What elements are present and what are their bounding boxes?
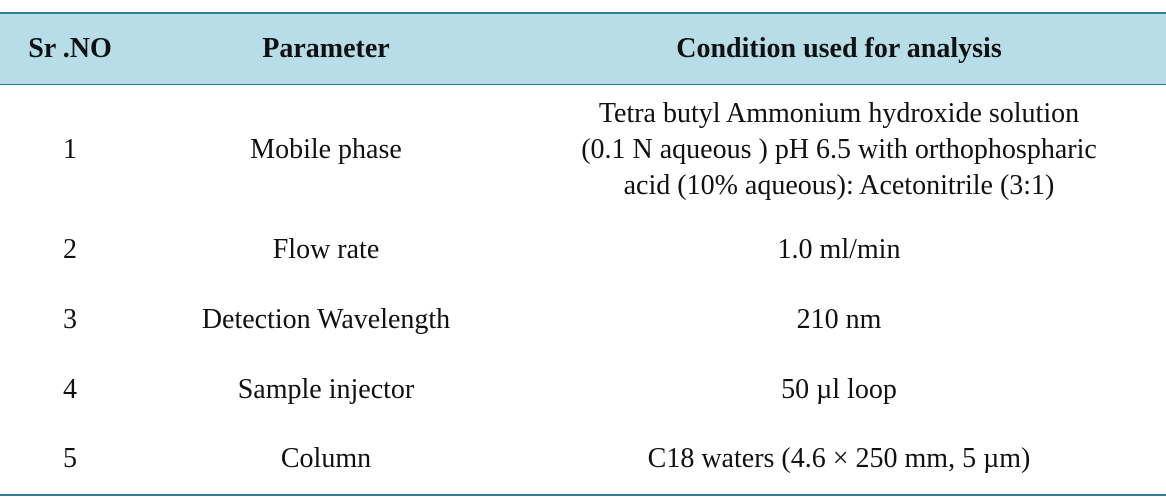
table-cell: 1.0 ml/min (777, 233, 901, 265)
table-header: Sr .NO Parameter Condition used for analys… (0, 12, 1166, 85)
cell-line: Tetra butyl Ammonium hydroxide solution (598, 97, 1080, 129)
table-cell: Tetra butyl Ammonium hydroxide solution (… (512, 85, 1166, 215)
column-header: Sr .NO (0, 12, 140, 85)
cell-line: acid (10% aqueous): Acetonitrile (3:1) (623, 169, 1055, 201)
table-cell: 50 µl loop (781, 373, 897, 405)
table-cell: 2 (63, 233, 77, 265)
table-cell: 3 (63, 303, 77, 335)
table-row: 2 Flow rate 1.0 ml/min (0, 215, 1166, 285)
table-cell: Detection Wavelength (201, 303, 451, 335)
table-body: 1 Mobile phase Tetra butyl Ammonium hydrox… (0, 85, 1166, 496)
header-row: Sr .NO Parameter Condition used for analys… (0, 12, 1166, 85)
cell-line: (0.1 N aqueous ) pH 6.5 with orthophosph… (581, 133, 1097, 165)
table-cell: C18 waters (4.6 × 250 mm, 5 µm) (512, 424, 1166, 496)
table-cell: Column (140, 424, 512, 496)
table-cell: Flow rate (272, 233, 380, 265)
table-row: 1 Mobile phase Tetra butyl Ammonium hydrox… (0, 85, 1166, 215)
table-row: 3 Detection Wavelength 210 nm (0, 285, 1166, 355)
column-header: Condition used for analysis (512, 12, 1166, 85)
table-cell: 210 nm (796, 303, 882, 335)
table-cell: 4 (63, 373, 77, 405)
table-cell: 1 (63, 133, 77, 165)
table-row: 5 Column C18 waters (4.6 × 250 mm, 5 µm) (0, 424, 1166, 496)
table-cell: Sample injector (237, 373, 415, 405)
table-container: Sr .NO Parameter Condition used for analys… (0, 12, 1166, 496)
table-cell: 5 (0, 424, 140, 496)
table-row: 4 Sample injector 50 µl loop (0, 355, 1166, 425)
table-cell: Mobile phase (250, 133, 402, 165)
conditions-table: Sr .NO Parameter Condition used for analys… (0, 12, 1166, 496)
column-header: Parameter (140, 12, 512, 85)
